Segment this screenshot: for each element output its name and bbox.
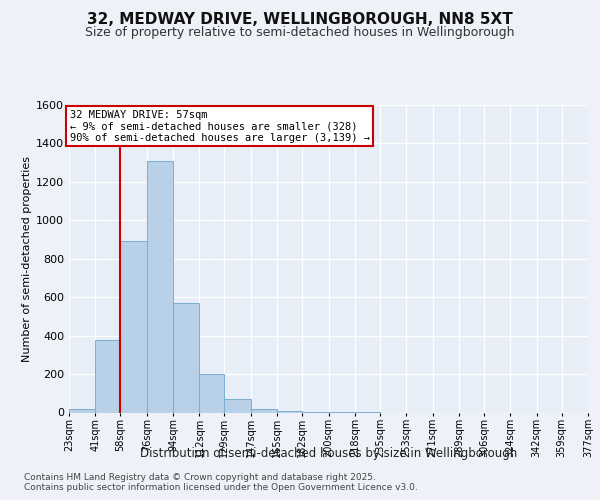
Bar <box>121 242 147 412</box>
Bar <box>224 399 251 412</box>
Text: Size of property relative to semi-detached houses in Wellingborough: Size of property relative to semi-detach… <box>85 26 515 39</box>
Bar <box>69 408 95 412</box>
Bar <box>251 408 277 412</box>
Bar <box>277 411 302 412</box>
Bar <box>199 374 224 412</box>
Bar <box>173 303 199 412</box>
Text: 32 MEDWAY DRIVE: 57sqm
← 9% of semi-detached houses are smaller (328)
90% of sem: 32 MEDWAY DRIVE: 57sqm ← 9% of semi-deta… <box>70 110 370 143</box>
Y-axis label: Number of semi-detached properties: Number of semi-detached properties <box>22 156 32 362</box>
Bar <box>147 160 173 412</box>
Text: Contains HM Land Registry data © Crown copyright and database right 2025.
Contai: Contains HM Land Registry data © Crown c… <box>24 472 418 492</box>
Bar <box>95 340 121 412</box>
Text: Distribution of semi-detached houses by size in Wellingborough: Distribution of semi-detached houses by … <box>140 448 517 460</box>
Text: 32, MEDWAY DRIVE, WELLINGBOROUGH, NN8 5XT: 32, MEDWAY DRIVE, WELLINGBOROUGH, NN8 5X… <box>87 12 513 28</box>
